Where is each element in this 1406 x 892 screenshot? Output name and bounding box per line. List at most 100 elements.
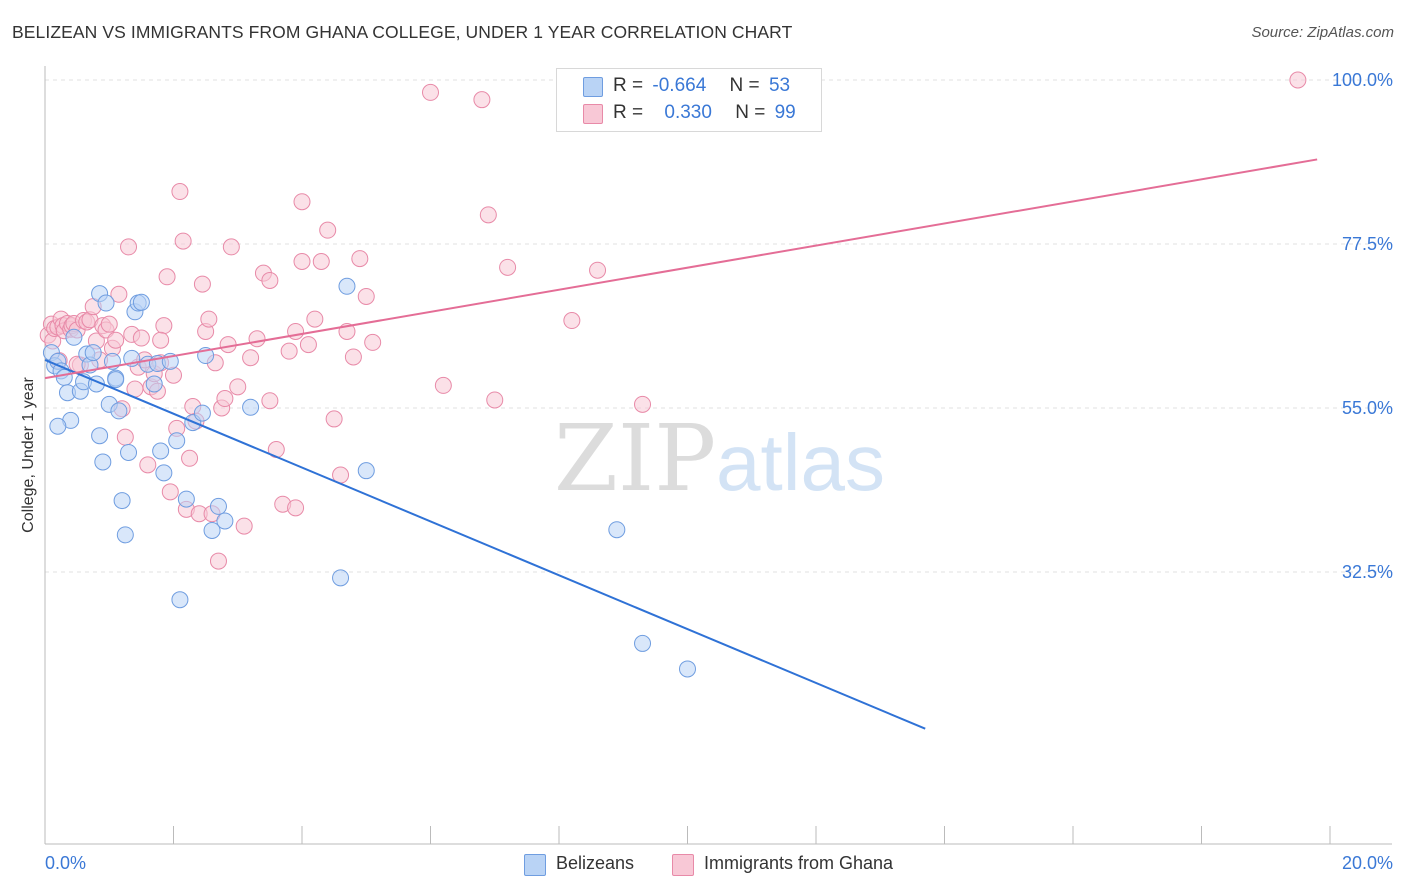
ghana-point bbox=[161, 483, 179, 501]
y-tick-label: 32.5% bbox=[1342, 562, 1393, 582]
ghana-point bbox=[486, 391, 504, 409]
legend-swatch-blue bbox=[524, 854, 546, 876]
ghana-point bbox=[165, 366, 182, 384]
series-name: Belizeans bbox=[556, 853, 635, 873]
trend-lines bbox=[44, 158, 1318, 730]
belizean-point bbox=[679, 660, 696, 678]
belizean-point bbox=[177, 490, 195, 508]
ghana-point bbox=[152, 331, 170, 349]
r-value: -0.664 bbox=[652, 75, 707, 96]
ghana-point bbox=[364, 333, 382, 351]
ghana-point bbox=[351, 250, 369, 268]
belizean-point bbox=[608, 521, 626, 539]
belizean-point bbox=[65, 328, 83, 346]
belizean-point bbox=[203, 521, 221, 539]
n-label: N = bbox=[735, 102, 766, 123]
ghana-point bbox=[200, 310, 218, 328]
y-tick-label: 100.0% bbox=[1332, 70, 1393, 90]
ghana-point bbox=[219, 336, 237, 354]
ghana-point bbox=[422, 83, 439, 101]
ghana-point bbox=[100, 315, 118, 333]
belizean-point bbox=[152, 442, 170, 460]
y-tick-label: 55.0% bbox=[1342, 398, 1393, 418]
ghana-point bbox=[155, 317, 173, 335]
ghana-point bbox=[248, 330, 266, 348]
belizean-point bbox=[193, 404, 211, 422]
ghana-point bbox=[434, 376, 452, 394]
belizean-point bbox=[110, 402, 128, 420]
ghana-point bbox=[589, 261, 607, 279]
y-axis-label: College, Under 1 year bbox=[20, 377, 37, 533]
ghana-point bbox=[107, 331, 125, 349]
ghana-point bbox=[132, 329, 150, 347]
ghana-point bbox=[193, 275, 211, 293]
n-value: 99 bbox=[774, 102, 796, 123]
ghana-point bbox=[325, 410, 343, 428]
correlation-legend: R = -0.664 N = 53 R = 0.330 N = 99 bbox=[556, 68, 822, 132]
ghana-point bbox=[229, 378, 247, 396]
ghana-point bbox=[261, 271, 279, 289]
ghana-point bbox=[306, 310, 324, 328]
ghana-point bbox=[1289, 71, 1307, 89]
ghana-point bbox=[171, 183, 189, 201]
belizean-point bbox=[242, 398, 260, 416]
watermark-zip: ZIP bbox=[554, 405, 716, 512]
n-label: N = bbox=[729, 75, 760, 96]
belizean-point bbox=[332, 569, 350, 587]
ghana-point bbox=[344, 348, 362, 366]
ghana-point bbox=[235, 517, 253, 535]
n-value: 53 bbox=[768, 75, 791, 96]
ghana-point bbox=[209, 552, 227, 570]
ghana-point bbox=[287, 322, 305, 340]
ghana-point bbox=[242, 349, 260, 367]
belizean-point bbox=[49, 417, 67, 435]
belizean-point bbox=[132, 293, 150, 311]
belizean-point bbox=[357, 462, 375, 480]
chart-title: BELIZEAN VS IMMIGRANTS FROM GHANA COLLEG… bbox=[12, 22, 793, 42]
ghana-point bbox=[139, 456, 157, 474]
belizean-point bbox=[55, 368, 73, 386]
legend-swatch-pink bbox=[583, 104, 603, 124]
belizean-point bbox=[171, 591, 189, 609]
belizean-trend-line bbox=[44, 358, 926, 730]
ghana-point bbox=[357, 287, 375, 305]
ghana-point bbox=[563, 312, 581, 330]
ghana-point bbox=[120, 238, 138, 256]
belizean-point bbox=[84, 344, 102, 362]
belizean-point bbox=[113, 492, 131, 510]
ghana-point bbox=[280, 342, 298, 360]
r-value: 0.330 bbox=[664, 102, 712, 123]
ghana-point bbox=[261, 392, 279, 410]
belizean-point bbox=[94, 453, 112, 471]
ghana-point bbox=[312, 252, 330, 270]
tick-labels: 32.5% 55.0% 77.5% 100.0% 0.0% 20.0% bbox=[45, 70, 1393, 873]
ghana-point bbox=[299, 336, 317, 354]
ghana-point bbox=[319, 221, 337, 239]
ghana-trend-line bbox=[44, 158, 1318, 380]
ghana-point bbox=[473, 91, 491, 109]
belizean-point bbox=[209, 497, 227, 515]
y-tick-label: 77.5% bbox=[1342, 234, 1393, 254]
ghana-point bbox=[634, 395, 652, 413]
belizean-point bbox=[91, 427, 109, 445]
belizean-point bbox=[107, 371, 125, 389]
source-credit: Source: ZipAtlas.com bbox=[1251, 24, 1394, 41]
ghana-point bbox=[222, 238, 240, 256]
data-points bbox=[39, 71, 1307, 678]
belizean-point bbox=[155, 464, 173, 482]
legend-stats: R = 0.330 N = 99 bbox=[613, 102, 796, 124]
watermark: ZIP atlas bbox=[554, 405, 885, 512]
belizean-point bbox=[634, 634, 652, 652]
series-name: Immigrants from Ghana bbox=[704, 853, 894, 873]
belizean-point bbox=[97, 294, 115, 312]
ghana-point bbox=[499, 258, 517, 276]
x-tick-label: 0.0% bbox=[45, 853, 86, 873]
legend-swatch-blue bbox=[583, 77, 603, 97]
legend-stats: R = -0.664 N = 53 bbox=[613, 75, 790, 97]
belizean-point bbox=[338, 277, 356, 295]
belizean-point bbox=[116, 526, 134, 544]
r-label: R = bbox=[613, 102, 644, 123]
ghana-point bbox=[479, 206, 497, 224]
x-tick-label: 20.0% bbox=[1342, 853, 1393, 873]
